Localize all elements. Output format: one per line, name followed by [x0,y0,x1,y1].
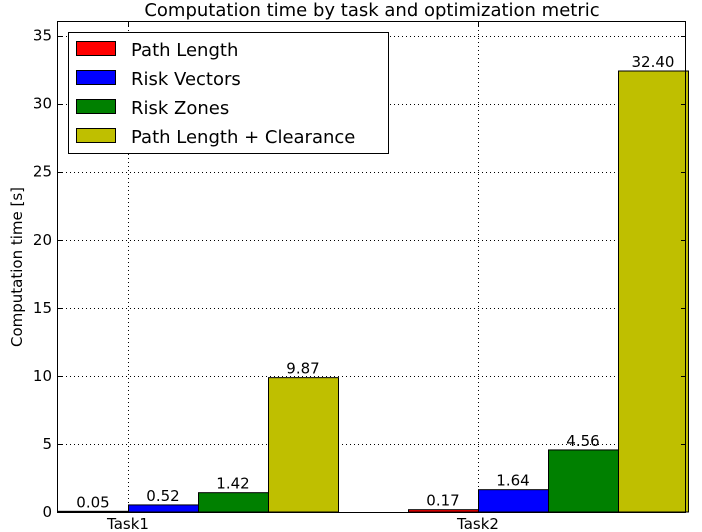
chart-title: Computation time by task and optimizatio… [144,0,599,21]
legend-swatch [76,99,116,114]
bar-value-label: 1.64 [496,472,529,490]
bar [618,70,689,513]
y-tick-label: 35 [33,27,52,45]
ticks-layer: 0 5 10 15 20 25 30 35 Task1 Task2 [33,22,686,532]
bar-value-label: 4.56 [566,432,599,450]
bar [58,510,129,513]
y-tick-label: 5 [42,435,52,453]
bar [268,377,339,513]
y-axis-label: Computation time [s] [8,187,26,347]
y-tick-label: 30 [33,95,52,113]
bar [198,492,269,513]
bar-value-label: 1.42 [216,475,249,493]
y-tick-label: 15 [33,299,52,317]
x-tick-label: Task1 [106,515,149,532]
y-tick-label: 10 [33,367,52,385]
bar [408,509,479,513]
plot-frame [57,21,686,513]
bar [548,449,619,513]
bar-value-label: 0.52 [146,487,179,505]
bar [478,489,549,513]
bar-value-label: 9.87 [286,360,319,378]
legend-label: Path Length [131,40,238,61]
legend: Path Length Risk Vectors Risk Zones Path Le… [68,32,389,154]
y-tick-label: 0 [42,503,52,521]
x-tick-label: Task2 [456,515,499,532]
legend-swatch [76,128,116,143]
bar-labels-layer: 0.05 0.17 0.52 1.64 1.42 4.56 9.87 32.40 [76,53,674,511]
y-tick-label: 25 [33,163,52,181]
bar [128,504,199,513]
legend-swatch [76,41,116,56]
bars-layer [58,70,689,513]
y-tick-label: 20 [33,231,52,249]
legend-label: Risk Vectors [131,69,241,90]
legend-swatch [76,70,116,85]
legend-label: Path Length + Clearance [131,127,355,148]
bar-value-label: 0.05 [76,493,109,511]
bar-value-label: 32.40 [632,53,675,71]
bar-value-label: 0.17 [426,492,459,510]
legend-label: Risk Zones [131,98,229,119]
legend-frame [68,32,389,154]
